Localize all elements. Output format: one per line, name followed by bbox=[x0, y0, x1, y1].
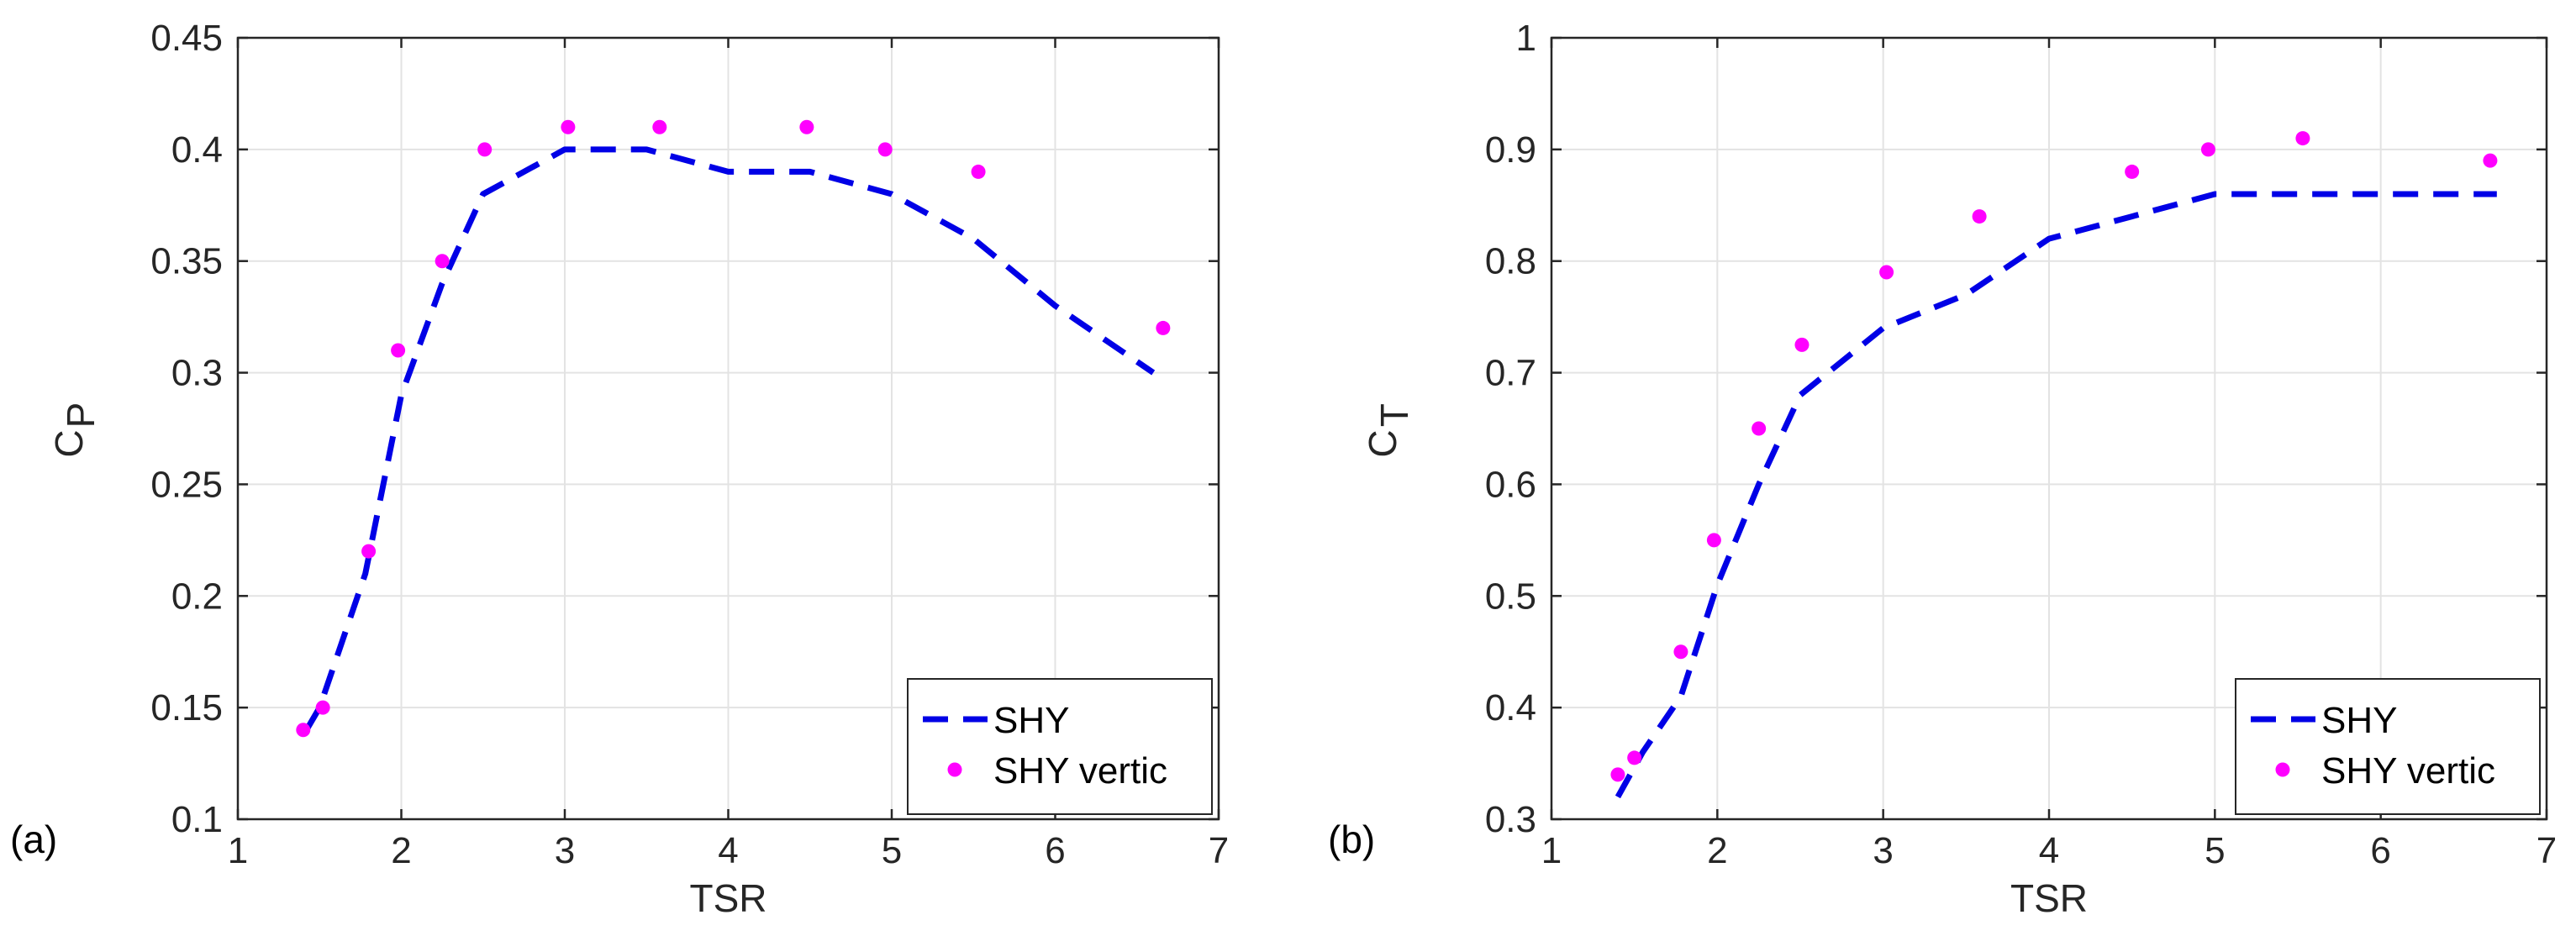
series-line-shy bbox=[1615, 191, 2497, 799]
data-point bbox=[296, 723, 311, 738]
chart-panel-a: 1 2 3 4 5 6 7 0.1 0.15 0.2 0.25 0.3 0.35 0.4 0.45 TSR CP… bbox=[10, 18, 1229, 920]
y-axis-label-main: C bbox=[1361, 429, 1404, 457]
y-tick-label: 0.3 bbox=[1485, 799, 1536, 840]
data-point bbox=[315, 700, 330, 715]
legend-label: SHY vertic bbox=[993, 750, 1167, 791]
data-point bbox=[435, 254, 450, 269]
y-axis-label-subscript: T bbox=[1372, 403, 1416, 427]
data-point bbox=[2200, 142, 2215, 157]
x-tick-label: 1 bbox=[1541, 830, 1562, 871]
y-axis-label-main: C bbox=[47, 429, 91, 457]
data-point bbox=[2125, 164, 2140, 179]
x-tick-label: 1 bbox=[228, 830, 248, 871]
data-point bbox=[1794, 337, 1810, 352]
y-tick-label: 0.1 bbox=[171, 799, 223, 840]
y-axis-label-subscript: P bbox=[59, 402, 103, 429]
data-point bbox=[1156, 320, 1171, 335]
data-point bbox=[877, 142, 893, 157]
data-point bbox=[1752, 421, 1767, 436]
x-axis-label: TSR bbox=[2010, 876, 2088, 920]
legend-label: SHY bbox=[2321, 700, 2397, 741]
data-point bbox=[1610, 767, 1625, 782]
legend: SHY SHY vertic bbox=[907, 678, 1213, 815]
chart-panel-b: 1 2 3 4 5 6 7 0.3 0.4 0.5 0.6 0.7 0.8 0.9 1 TSR CT (b) SHY… bbox=[1328, 18, 2557, 920]
legend-box bbox=[907, 678, 1213, 815]
series-line-shy bbox=[303, 146, 1156, 732]
x-tick-label: 7 bbox=[2536, 830, 2557, 871]
y-tick-label: 0.9 bbox=[1485, 129, 1536, 171]
legend-label: SHY vertic bbox=[2321, 750, 2495, 791]
y-tick-label: 0.4 bbox=[1485, 687, 1536, 728]
data-point bbox=[1706, 533, 1721, 548]
x-tick-label: 6 bbox=[1045, 830, 1065, 871]
data-point bbox=[2483, 153, 2498, 168]
x-tick-label: 5 bbox=[2205, 830, 2225, 871]
y-tick-label: 0.8 bbox=[1485, 241, 1536, 282]
legend-point-swatch bbox=[947, 762, 962, 777]
data-point bbox=[361, 544, 377, 559]
x-axis-label: TSR bbox=[690, 876, 767, 920]
y-tick-label: 0.7 bbox=[1485, 353, 1536, 394]
data-point bbox=[1627, 750, 1642, 765]
y-axis-label: CT bbox=[1361, 403, 1416, 458]
y-tick-label: 0.15 bbox=[150, 687, 223, 728]
data-point bbox=[799, 119, 814, 134]
data-point bbox=[652, 119, 667, 134]
legend-point-swatch bbox=[2275, 762, 2290, 777]
y-axis-label: CP bbox=[47, 402, 103, 458]
panel-label: (a) bbox=[10, 818, 57, 861]
legend-box bbox=[2235, 678, 2541, 815]
y-tick-label: 0.35 bbox=[150, 241, 223, 282]
x-tick-label: 2 bbox=[391, 830, 411, 871]
data-point bbox=[1972, 209, 1987, 224]
x-tick-label: 5 bbox=[882, 830, 902, 871]
data-point bbox=[971, 164, 986, 179]
legend-label: SHY bbox=[993, 700, 1069, 741]
x-tick-label: 3 bbox=[555, 830, 575, 871]
x-tick-label: 2 bbox=[1707, 830, 1727, 871]
panel-label: (b) bbox=[1328, 818, 1375, 861]
data-point bbox=[2295, 131, 2310, 146]
x-tick-label: 4 bbox=[718, 830, 738, 871]
y-tick-label: 0.25 bbox=[150, 464, 223, 505]
y-tick-label: 0.2 bbox=[171, 576, 223, 617]
data-point bbox=[391, 343, 406, 358]
y-tick-label: 0.45 bbox=[150, 18, 223, 59]
data-point bbox=[477, 142, 493, 157]
y-tick-label: 1 bbox=[1516, 18, 1536, 59]
x-tick-label: 7 bbox=[1209, 830, 1229, 871]
x-tick-label: 4 bbox=[2039, 830, 2059, 871]
y-tick-label: 0.4 bbox=[171, 129, 223, 171]
data-point bbox=[561, 119, 576, 134]
y-tick-label: 0.6 bbox=[1485, 464, 1536, 505]
data-point bbox=[1673, 644, 1688, 660]
legend: SHY SHY vertic bbox=[2235, 678, 2541, 815]
x-tick-label: 3 bbox=[1873, 830, 1893, 871]
data-point bbox=[1879, 265, 1894, 280]
y-tick-label: 0.5 bbox=[1485, 576, 1536, 617]
x-tick-label: 6 bbox=[2370, 830, 2390, 871]
y-tick-label: 0.3 bbox=[171, 353, 223, 394]
